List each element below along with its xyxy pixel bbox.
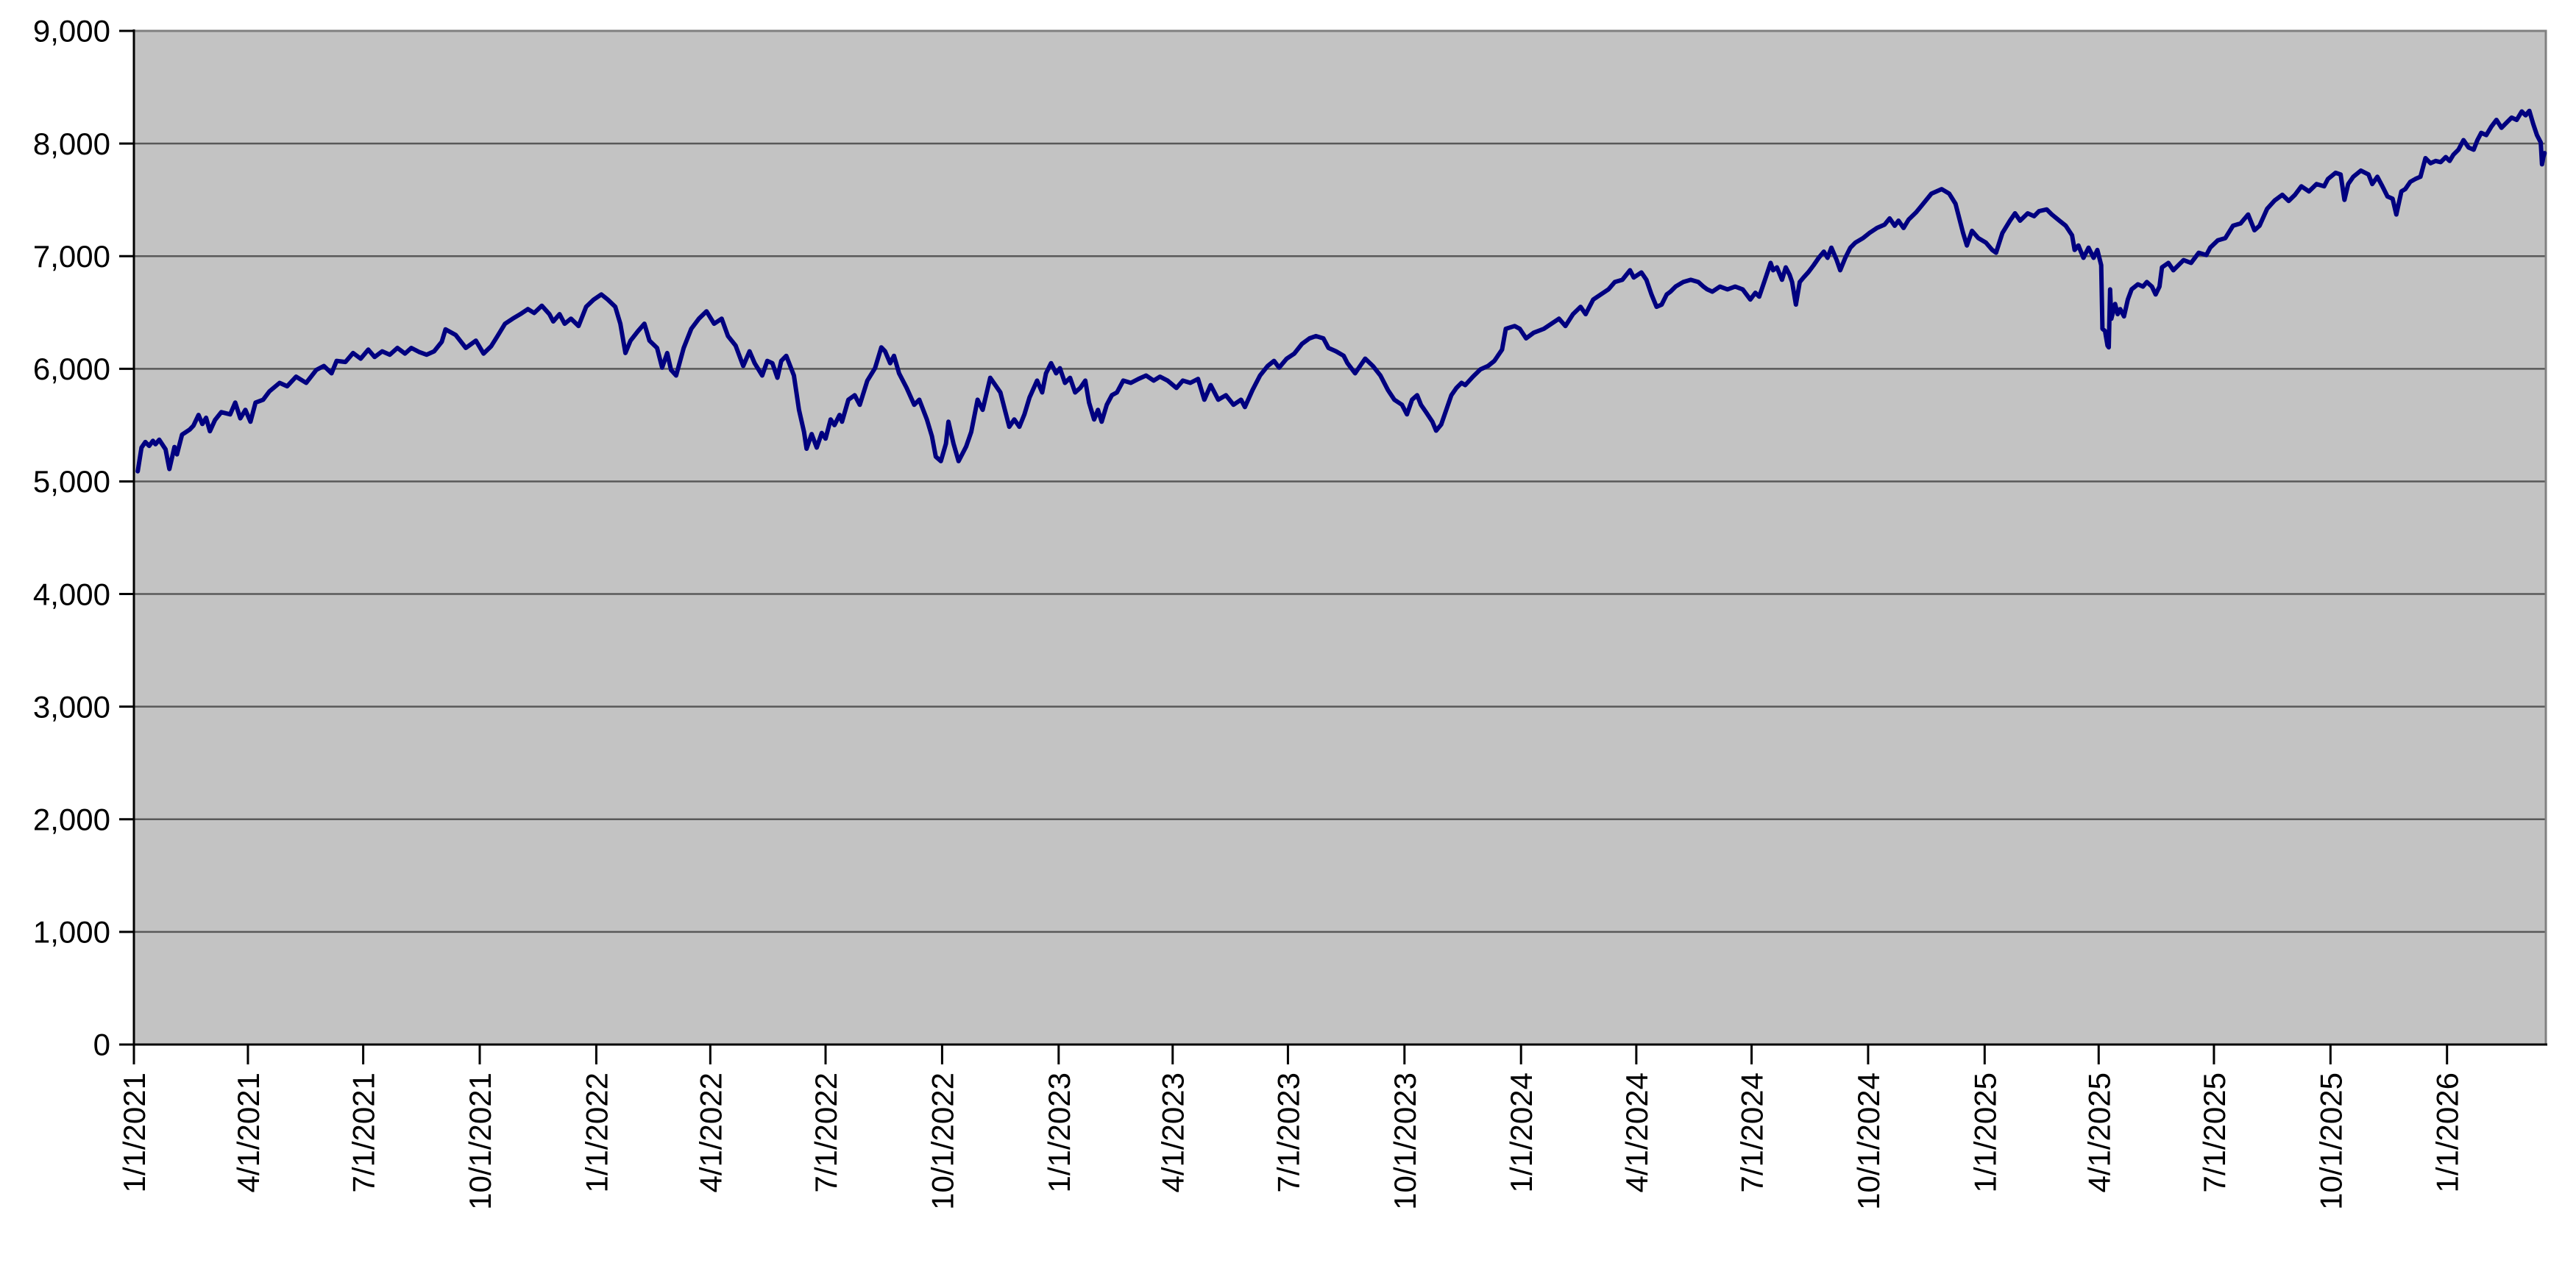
- x-tick-label: 10/1/2022: [925, 1072, 959, 1210]
- x-tick-label: 1/1/2022: [579, 1072, 614, 1193]
- x-tick-label: 7/1/2022: [809, 1072, 843, 1193]
- x-tick-label: 10/1/2025: [2313, 1072, 2348, 1210]
- data-series-line: [135, 108, 2547, 474]
- y-tick-label: 6,000: [33, 352, 110, 386]
- x-tick-label: 1/1/2023: [1042, 1072, 1076, 1193]
- y-tick-label: 9,000: [33, 14, 110, 49]
- x-tick-label: 4/1/2022: [693, 1072, 728, 1193]
- y-tick-label: 2,000: [33, 802, 110, 836]
- x-tick-label: 7/1/2023: [1271, 1072, 1305, 1193]
- x-tick-label: 4/1/2024: [1619, 1072, 1654, 1193]
- y-tick-label: 0: [93, 1028, 110, 1062]
- x-tick-label: 10/1/2021: [463, 1072, 497, 1210]
- x-tick-label: 4/1/2021: [231, 1072, 266, 1193]
- y-tick-label: 4,000: [33, 577, 110, 611]
- y-tick-label: 5,000: [33, 464, 110, 499]
- x-tick-label: 7/1/2024: [1735, 1072, 1770, 1193]
- x-tick-label: 1/1/2026: [2430, 1072, 2465, 1193]
- x-tick-label: 7/1/2021: [347, 1072, 381, 1193]
- y-tick-label: 1,000: [33, 915, 110, 950]
- x-tick-label: 4/1/2023: [1156, 1072, 1191, 1193]
- y-tick-label: 3,000: [33, 689, 110, 724]
- y-tick-label: 7,000: [33, 239, 110, 274]
- x-tick-label: 10/1/2024: [1851, 1072, 1886, 1210]
- plot-area: [134, 31, 2546, 1045]
- x-tick-label: 1/1/2021: [117, 1072, 152, 1193]
- x-tick-label: 10/1/2023: [1388, 1072, 1422, 1210]
- x-tick-label: 4/1/2025: [2082, 1072, 2116, 1193]
- y-tick-label: 8,000: [33, 127, 110, 161]
- x-tick-label: 7/1/2025: [2197, 1072, 2232, 1193]
- x-tick-label: 1/1/2024: [1504, 1072, 1539, 1193]
- x-tick-label: 1/1/2025: [1968, 1072, 2002, 1193]
